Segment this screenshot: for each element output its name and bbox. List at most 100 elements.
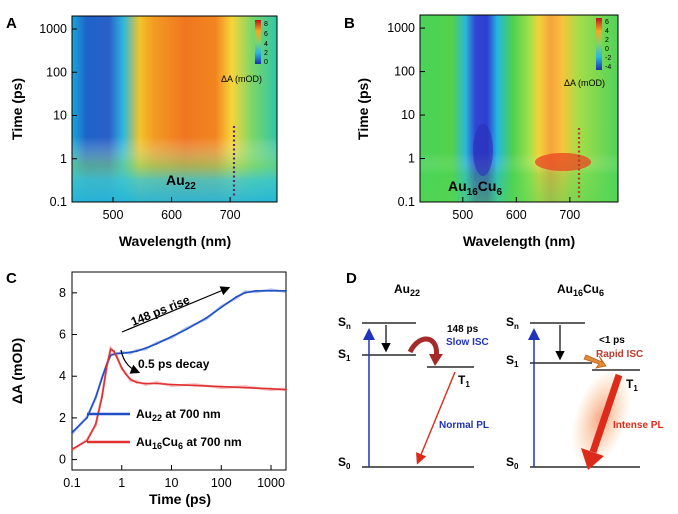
colorbar-a	[255, 20, 261, 64]
series-c	[71, 288, 287, 452]
label-sn-left: Sn	[338, 315, 351, 331]
panel-letter-a: A	[6, 15, 17, 32]
data-point	[120, 367, 123, 369]
x-tick-label: 600	[161, 208, 182, 222]
pl-arrow-left	[416, 371, 456, 465]
y-tick-label: 1	[60, 152, 67, 166]
panel-c: C 0.1 1 10 100 1000 0 2 4 6 8 148 ps rise 0.5 ps …	[6, 270, 287, 507]
series-line-au16cu6	[71, 347, 287, 450]
colorbar-a-ticks: 8 6 4 2 0	[264, 21, 268, 66]
axes-a: 500 600 700 0.1 1 10 100 1000	[39, 22, 240, 222]
data-point	[270, 387, 272, 390]
data-point	[116, 356, 118, 359]
colorbar-b-title: ΔA (mOD)	[564, 78, 605, 88]
data-point	[101, 396, 103, 398]
x-tick-label: 500	[103, 208, 124, 222]
data-point	[71, 431, 73, 434]
x-axis-title-c: Time (ps)	[149, 491, 211, 507]
data-point	[194, 384, 197, 387]
colorbar-a-tick: 4	[264, 41, 268, 48]
label-s0-right: S0	[506, 455, 519, 471]
y-tick-label: 4	[59, 369, 66, 383]
heatmap-b-shading	[420, 15, 618, 202]
data-point	[235, 296, 238, 298]
isc-time-left: 148 ps	[447, 324, 479, 335]
y-tick-label: 1000	[39, 22, 67, 36]
colorbar-b-tick: -2	[605, 55, 611, 62]
heatmap-b-hotspot	[535, 153, 591, 171]
data-point	[285, 388, 287, 391]
data-point	[129, 378, 132, 381]
data-point	[113, 350, 115, 353]
panel-letter-b: B	[344, 15, 355, 32]
data-point	[135, 381, 138, 384]
colorbar-b-tick: -4	[605, 64, 611, 71]
data-point	[185, 328, 188, 331]
y-tick-label: 0	[59, 453, 66, 467]
data-point	[244, 291, 246, 294]
panel-letter-c: C	[6, 270, 17, 287]
colorbar-b	[596, 18, 602, 70]
isc-time-right: <1 ps	[599, 335, 625, 346]
panel-b: B 6 4 2 0 -2 -4 ΔA (mOD) Au16Cu6 500 600 7…	[344, 14, 619, 249]
y-tick-label: 8	[59, 286, 66, 300]
data-point	[144, 347, 147, 349]
label-s1-right: S1	[506, 353, 519, 369]
sample-label-b: Au16Cu6	[448, 178, 502, 198]
y-tick-label: 1000	[387, 21, 415, 35]
sample-label-a: Au22	[166, 172, 196, 192]
rise-annotation: 148 ps rise	[129, 292, 192, 328]
energy-diagram-au16cu6: Au16Cu6 Sn S1 S0 T1 <1 ps Rapid ISC Inte…	[506, 282, 664, 471]
data-point	[285, 289, 287, 292]
label-s1-left: S1	[338, 347, 351, 363]
x-tick-label: 1	[118, 476, 125, 490]
x-tick-label: 500	[452, 208, 473, 222]
pl-arrowhead-right	[581, 448, 604, 470]
heatmap-b-frame	[419, 14, 619, 203]
data-point	[255, 289, 257, 292]
label-t1-right: T1	[626, 377, 638, 393]
x-tick-label: 700	[220, 208, 241, 222]
x-tick-label: 700	[559, 208, 580, 222]
isc-label-left: Slow ISC	[446, 337, 489, 348]
data-point	[170, 383, 173, 386]
y-tick-label: 2	[59, 411, 66, 425]
plot-c-frame	[71, 271, 287, 471]
label-sn-right: Sn	[506, 315, 519, 331]
x-tick-label: 600	[506, 208, 527, 222]
data-point	[71, 448, 73, 451]
x-tick-label: 0.1	[63, 476, 80, 490]
data-point	[116, 352, 118, 355]
axes-c: 0.1 1 10 100 1000 0 2 4 6 8	[59, 286, 285, 490]
isc-label-right: Rapid ISC	[596, 349, 643, 360]
x-axis-title-a: Wavelength (nm)	[119, 233, 231, 249]
legend-label-au16cu6: Au16Cu6 at 700 nm	[136, 435, 242, 451]
energy-diagram-au22: Au22 Sn S1 S0 T1 148 ps Slow ISC Normal …	[338, 282, 489, 471]
x-tick-label: 1000	[257, 476, 285, 490]
data-point	[101, 377, 103, 380]
data-point	[124, 373, 127, 375]
pl-arrow-right	[589, 373, 623, 454]
data-point	[270, 289, 272, 292]
colorbar-b-tick: 4	[605, 28, 609, 35]
decay-arrow	[120, 349, 141, 374]
y-tick-label: 0.1	[398, 195, 415, 209]
y-axis-title-a: Time (ps)	[9, 78, 25, 140]
colorbar-b-tick: 2	[605, 37, 609, 44]
slow-isc-arrowhead	[429, 354, 443, 366]
axes-b: 500 600 700 0.1 1 10 100 1000	[387, 21, 580, 222]
colorbar-b-ticks: 6 4 2 0 -2 -4	[605, 19, 611, 71]
legend-c: Au22 at 700 nm Au16Cu6 at 700 nm	[87, 407, 242, 451]
data-point	[220, 385, 223, 388]
colorbar-a-tick: 8	[264, 21, 268, 28]
data-point	[109, 354, 112, 357]
data-point	[205, 317, 208, 319]
y-tick-label: 10	[53, 109, 67, 123]
y-tick-label: 100	[46, 65, 67, 79]
rapid-isc-arrow	[583, 354, 607, 369]
colorbar-a-title: ΔA (mOD)	[221, 74, 262, 84]
y-tick-label: 10	[401, 108, 415, 122]
data-point	[94, 423, 97, 425]
pl-label-left: Normal PL	[439, 420, 489, 431]
data-point	[170, 335, 173, 338]
